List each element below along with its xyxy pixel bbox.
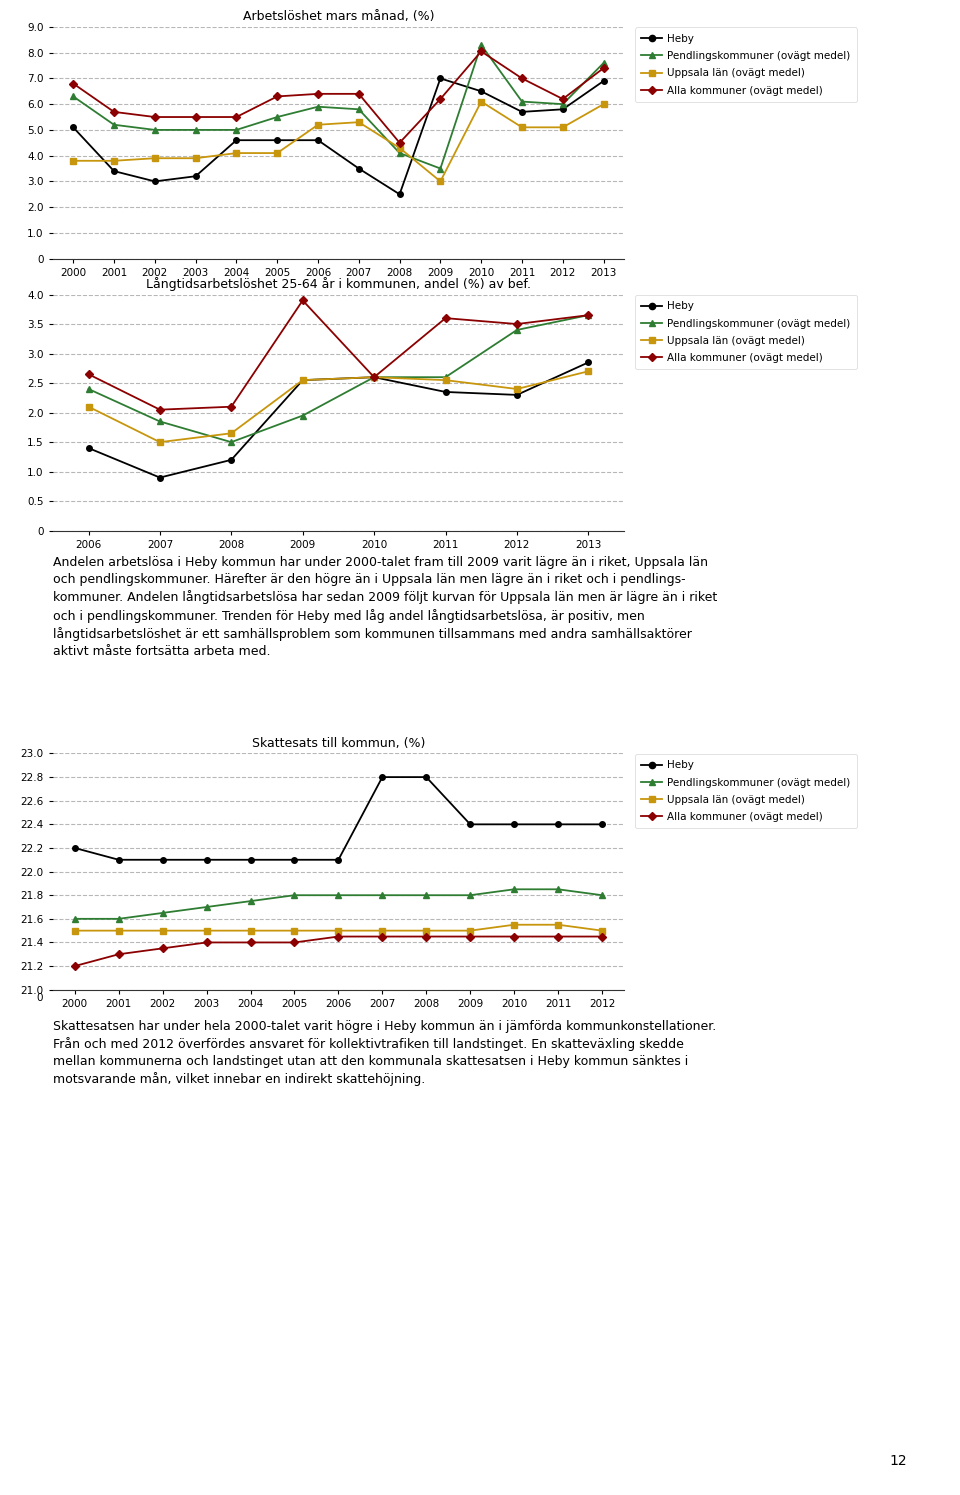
Text: Skattesatsen har under hela 2000-talet varit högre i Heby kommun än i jämförda k: Skattesatsen har under hela 2000-talet v…	[53, 1020, 716, 1087]
Text: 0: 0	[36, 993, 43, 1003]
Legend: Heby, Pendlingskommuner (ovägt medel), Uppsala län (ovägt medel), Alla kommuner : Heby, Pendlingskommuner (ovägt medel), U…	[635, 27, 856, 102]
Text: Andelen arbetslösa i Heby kommun har under 2000-talet fram till 2009 varit lägre: Andelen arbetslösa i Heby kommun har und…	[53, 556, 717, 658]
Text: 12: 12	[890, 1455, 907, 1468]
Title: Skattesats till kommun, (%): Skattesats till kommun, (%)	[252, 737, 425, 749]
Legend: Heby, Pendlingskommuner (ovägt medel), Uppsala län (ovägt medel), Alla kommuner : Heby, Pendlingskommuner (ovägt medel), U…	[635, 753, 856, 828]
Title: Långtidsarbetslöshet 25-64 år i kommunen, andel (%) av bef.: Långtidsarbetslöshet 25-64 år i kommunen…	[146, 277, 531, 290]
Title: Arbetslöshet mars månad, (%): Arbetslöshet mars månad, (%)	[243, 10, 434, 22]
Legend: Heby, Pendlingskommuner (ovägt medel), Uppsala län (ovägt medel), Alla kommuner : Heby, Pendlingskommuner (ovägt medel), U…	[635, 295, 856, 369]
